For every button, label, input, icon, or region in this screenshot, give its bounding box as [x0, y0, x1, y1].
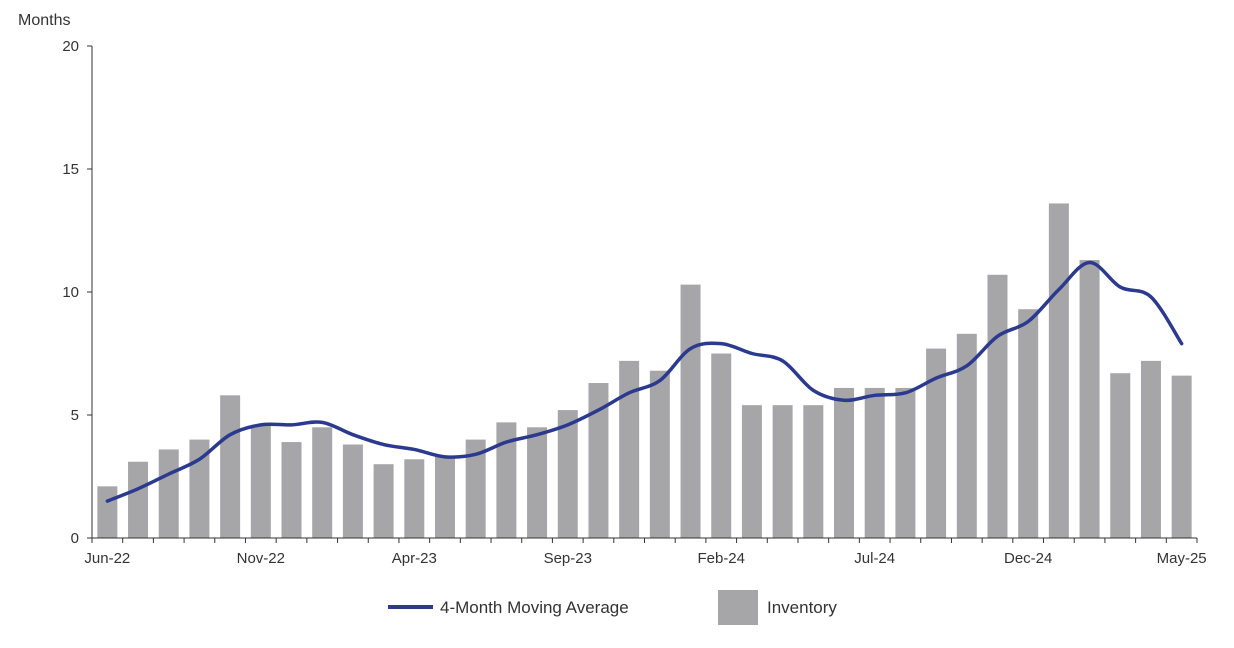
x-tick-label: Apr-23 — [392, 550, 437, 567]
legend-label-inventory: Inventory — [767, 598, 837, 617]
inventory-bar-feb-25 — [1079, 260, 1100, 538]
y-tick-label: 10 — [62, 284, 79, 301]
y-tick-label: 15 — [62, 161, 79, 178]
inventory-bar-jul-23 — [496, 422, 517, 538]
inventory-bar-apr-25 — [1140, 360, 1161, 538]
inventory-bar-jan-25 — [1048, 203, 1069, 538]
x-tick-label: Feb-24 — [697, 550, 745, 567]
inventory-bar-mar-24 — [741, 405, 762, 538]
inventory-bar-may-24 — [803, 405, 824, 538]
x-tick-label: Jul-24 — [854, 550, 895, 567]
inventory-bar-nov-23 — [619, 360, 640, 538]
inventory-bar-jul-22 — [128, 461, 149, 538]
inventory-bar-oct-22 — [220, 395, 241, 538]
inventory-bar-dec-24 — [1018, 309, 1039, 538]
y-tick-label: 20 — [62, 38, 79, 55]
line-layer — [105, 260, 1184, 503]
legend-bar-swatch — [718, 590, 758, 625]
y-tick-label: 0 — [71, 530, 79, 547]
x-tick-label: May-25 — [1157, 550, 1207, 567]
axes-layer: 0 5 10 15 20 Months Jun-22 Nov-22 Apr-23 Sep-23 Fe… — [18, 12, 1207, 567]
inventory-bar-feb-24 — [711, 353, 732, 538]
inventory-bar-jan-23 — [312, 427, 333, 538]
moving-average-line — [105, 260, 1184, 503]
inventory-bar-apr-23 — [404, 459, 425, 538]
inventory-bar-oct-23 — [588, 383, 609, 538]
inventory-bar-jan-24 — [680, 284, 701, 538]
y-tick-label: 5 — [71, 407, 79, 424]
inventory-bar-sep-22 — [189, 439, 210, 538]
bars-layer — [97, 203, 1192, 538]
legend-label-moving-average: 4-Month Moving Average — [440, 598, 629, 617]
inventory-bar-dec-22 — [281, 442, 302, 538]
inventory-bar-apr-24 — [772, 405, 793, 538]
inventory-bar-feb-23 — [342, 444, 363, 538]
inventory-bar-may-23 — [434, 456, 455, 538]
inventory-bar-aug-23 — [527, 427, 548, 538]
x-tick-label: Nov-22 — [237, 550, 285, 567]
inventory-bar-aug-24 — [895, 387, 916, 538]
inventory-bar-mar-25 — [1110, 373, 1131, 538]
legend: 4-Month Moving Average Inventory — [388, 590, 837, 625]
inventory-bar-nov-22 — [250, 424, 271, 538]
inventory-bar-jun-22 — [97, 486, 118, 538]
inventory-bar-mar-23 — [373, 464, 394, 538]
inventory-bar-dec-23 — [649, 370, 670, 538]
y-axis-title: Months — [18, 12, 70, 29]
inventory-bar-jul-24 — [864, 387, 885, 538]
x-tick-label: Dec-24 — [1004, 550, 1052, 567]
inventory-bar-sep-23 — [557, 410, 578, 538]
inventory-bar-may-25 — [1171, 375, 1192, 538]
x-tick-label: Sep-23 — [544, 550, 592, 567]
inventory-bar-jun-24 — [834, 387, 855, 538]
inventory-bar-jun-23 — [465, 439, 486, 538]
inventory-bar-nov-24 — [987, 274, 1008, 538]
inventory-bar-aug-22 — [158, 449, 179, 538]
inventory-bar-sep-24 — [926, 348, 947, 538]
inventory-bar-oct-24 — [956, 333, 977, 538]
x-tick-label: Jun-22 — [84, 550, 130, 567]
